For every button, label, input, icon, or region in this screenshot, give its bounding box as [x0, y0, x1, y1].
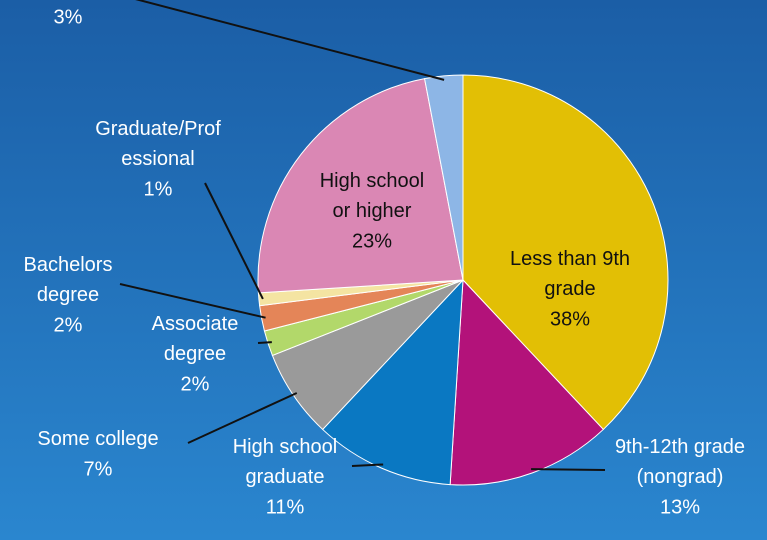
- leader-line: [531, 468, 606, 471]
- value-label: 7%: [84, 458, 113, 480]
- pie-slice: [424, 74, 464, 281]
- category-label: High school graduate: [233, 436, 338, 488]
- labels: Less than 9th grade 38% 9th-12th grade (nong…: [24, 6, 746, 518]
- leader-line: [257, 341, 272, 344]
- pie: [257, 74, 669, 486]
- category-label: 9th-12th grade (nongrad): [615, 436, 745, 488]
- category-label: Some college: [37, 428, 158, 450]
- pie-slice: [462, 74, 669, 431]
- category-label: Bachelors degree: [24, 254, 113, 306]
- pie-slice: [321, 278, 464, 486]
- value-label: 13%: [660, 496, 700, 518]
- leaders: [119, 0, 606, 471]
- category-label: Associate degree: [152, 313, 239, 365]
- value-label: 11%: [266, 496, 305, 518]
- leader-line: [187, 392, 298, 444]
- category-label: High school or higher: [320, 170, 425, 222]
- value-label: 38%: [550, 308, 590, 330]
- value-label: 2%: [54, 314, 83, 336]
- category-label: Graduate/Prof essional: [95, 118, 221, 170]
- category-label: Less than 9th grade: [510, 248, 630, 300]
- leader-line: [204, 182, 264, 300]
- leader-line: [119, 283, 266, 319]
- value-label: 3%: [54, 6, 83, 28]
- value-label: 1%: [144, 178, 173, 200]
- value-label: 23%: [352, 230, 392, 252]
- pie-slice: [257, 78, 464, 294]
- leader-line: [351, 463, 384, 467]
- pie-slice: [449, 278, 605, 486]
- leader-line: [135, 0, 445, 81]
- value-label: 2%: [181, 373, 210, 395]
